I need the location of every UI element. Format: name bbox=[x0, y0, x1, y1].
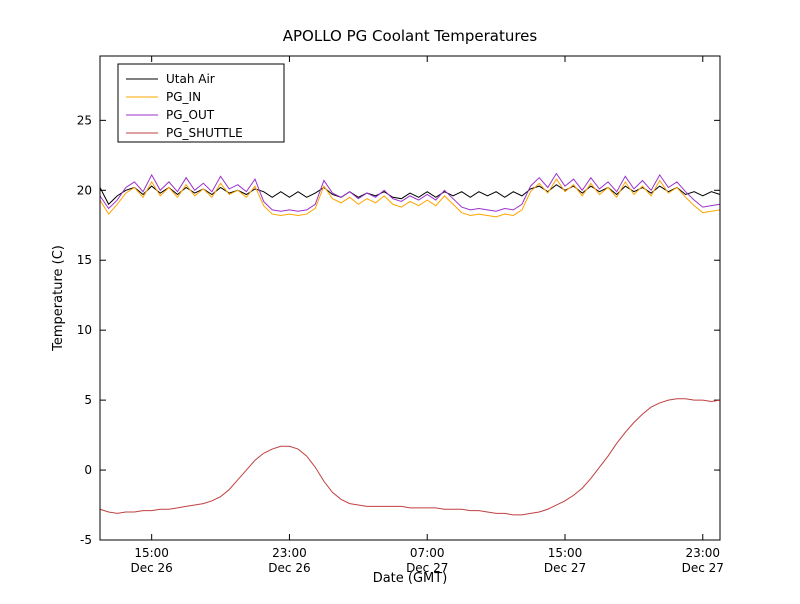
x-tick-label-date: Dec 26 bbox=[131, 561, 173, 575]
y-tick-label: 15 bbox=[77, 253, 92, 267]
series-line-pg-out bbox=[99, 172, 721, 212]
x-tick-label-date: Dec 27 bbox=[406, 561, 448, 575]
chart-title: APOLLO PG Coolant Temperatures bbox=[283, 27, 538, 45]
x-tick-label-date: Dec 26 bbox=[268, 561, 310, 575]
x-tick-label-date: Dec 27 bbox=[682, 561, 724, 575]
y-tick-label: 25 bbox=[77, 113, 92, 127]
x-axis-label: Date (GMT) bbox=[373, 571, 448, 586]
series-line-pg-in bbox=[99, 178, 721, 218]
axes-frame bbox=[99, 55, 721, 541]
legend-label-pg-in: PG_IN bbox=[166, 90, 201, 104]
series-line-pg-shuttle bbox=[99, 398, 721, 516]
x-tick-label-time: 15:00 bbox=[548, 546, 583, 560]
legend-box bbox=[117, 63, 285, 143]
x-tick-label-time: 07:00 bbox=[410, 546, 445, 560]
y-tick-label: 10 bbox=[77, 323, 92, 337]
x-tick-label-time: 15:00 bbox=[134, 546, 169, 560]
legend-label-utah-air: Utah Air bbox=[166, 72, 215, 86]
y-tick-label: 0 bbox=[84, 463, 92, 477]
y-tick-label: -5 bbox=[80, 533, 92, 547]
y-tick-label: 20 bbox=[77, 183, 92, 197]
legend-label-pg-out: PG_OUT bbox=[166, 108, 215, 122]
y-tick-label: 5 bbox=[84, 393, 92, 407]
x-tick-label-time: 23:00 bbox=[272, 546, 307, 560]
x-tick-label-time: 23:00 bbox=[685, 546, 720, 560]
legend-label-pg-shuttle: PG_SHUTTLE bbox=[166, 126, 243, 140]
y-axis-label: Temperature (C) bbox=[51, 245, 66, 352]
x-tick-label-date: Dec 27 bbox=[544, 561, 586, 575]
legend: Utah Air PG_IN PG_OUT PG_SHUTTLE bbox=[117, 63, 285, 143]
